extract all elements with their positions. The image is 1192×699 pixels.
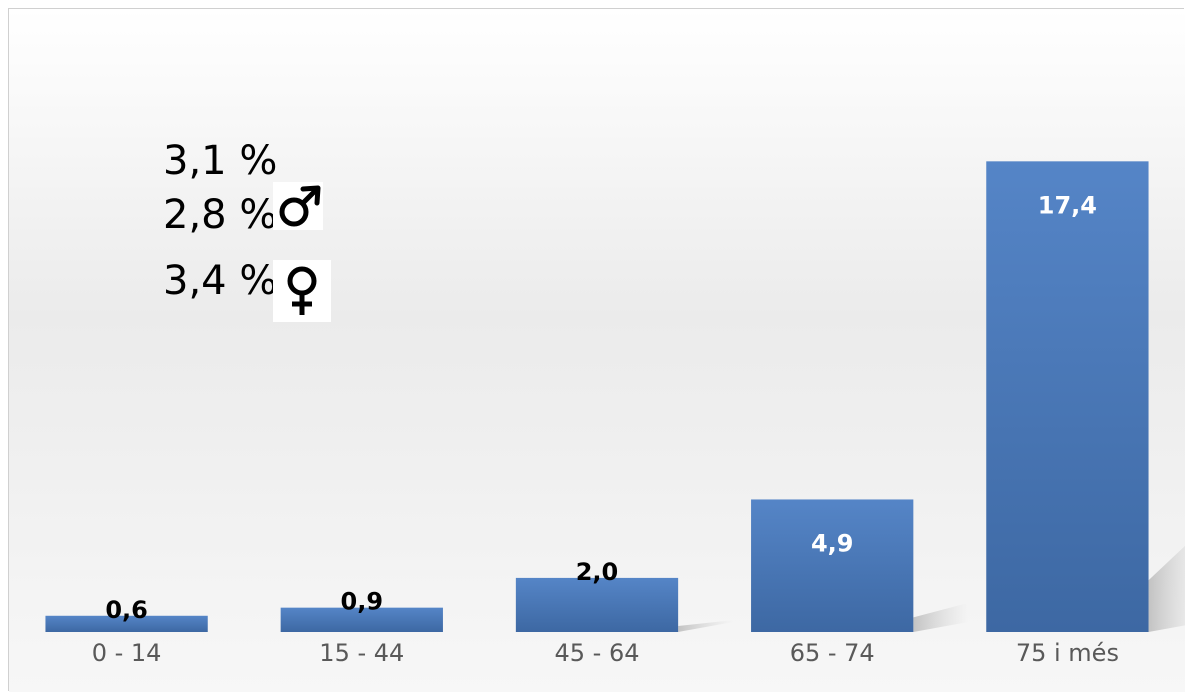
summary-annotation: 3,1 % 2,8 % 3,4 %: [163, 138, 331, 322]
x-tick-label: 65 - 74: [790, 639, 875, 667]
bars: [45, 161, 1149, 632]
data-label: 0,9: [341, 588, 384, 616]
data-label: 17,4: [1038, 191, 1097, 219]
data-labels: 0,6 0,9 2,0 4,9 17,4: [105, 191, 1097, 623]
bar-1: [45, 615, 208, 632]
bar-5: [986, 161, 1149, 632]
bar-shadows: [678, 545, 1185, 632]
bar-shadow: [678, 620, 734, 632]
bar-2: [280, 607, 443, 632]
chart-frame: 0,6 0,9 2,0 4,9 17,4 0 - 14 15 - 44 45 - 64 65 …: [8, 8, 1185, 692]
bar-3: [515, 577, 679, 632]
data-label: 2,0: [576, 558, 619, 586]
data-label: 4,9: [811, 529, 854, 557]
bar-4: [751, 499, 914, 632]
male-symbol-icon: [273, 182, 323, 230]
female-symbol-icon: [273, 260, 331, 322]
bar-shadow: [913, 602, 969, 632]
x-tick-label: 0 - 14: [92, 639, 162, 667]
summary-total: 3,1 %: [163, 138, 277, 184]
x-tick-label: 45 - 64: [555, 639, 640, 667]
x-tick-label: 15 - 44: [319, 639, 404, 667]
summary-female: 3,4 %: [163, 258, 277, 304]
data-label: 0,6: [105, 596, 148, 624]
bar-shadow: [1148, 545, 1185, 632]
x-axis-ticks: 0 - 14 15 - 44 45 - 64 65 - 74 75 i més: [92, 639, 1119, 667]
x-tick-label: 75 i més: [1016, 639, 1119, 667]
bar-chart: 0,6 0,9 2,0 4,9 17,4 0 - 14 15 - 44 45 - 64 65 …: [9, 9, 1185, 692]
summary-male: 2,8 %: [163, 192, 277, 238]
